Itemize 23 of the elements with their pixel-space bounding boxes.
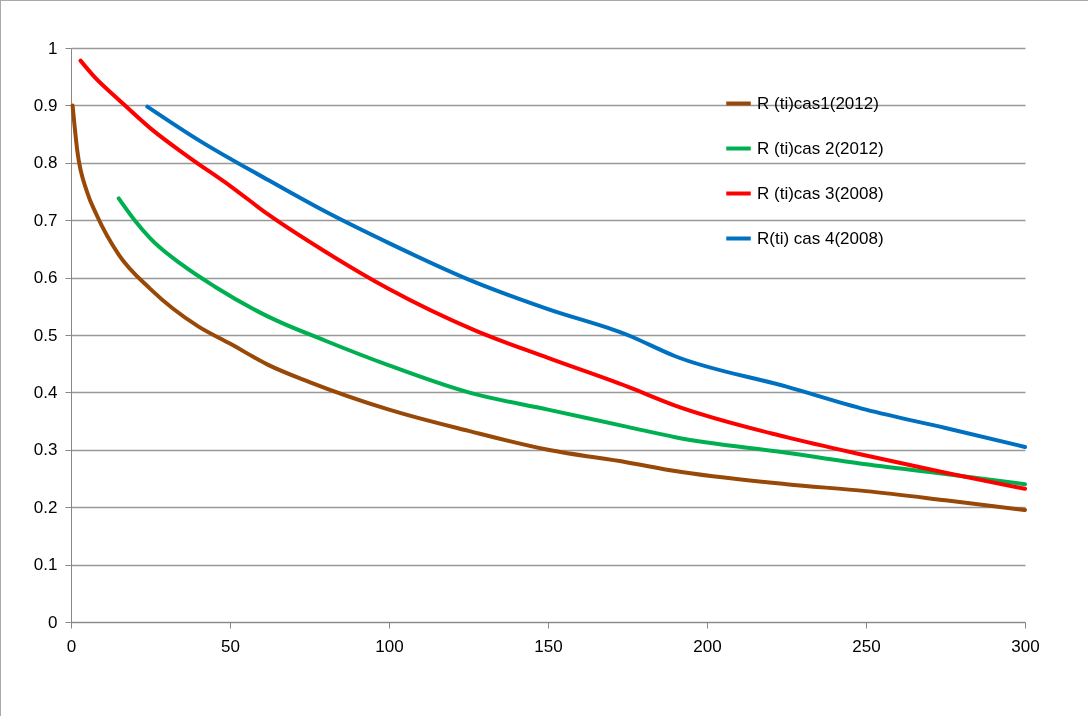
- y-tick-label: 0.7: [33, 210, 58, 230]
- x-tick-label: 50: [221, 636, 240, 656]
- x-tick-label: 300: [1011, 636, 1040, 656]
- line-series: [78, 58, 1027, 491]
- y-tick-label: 0.6: [33, 268, 58, 288]
- x-tick-label: 250: [852, 636, 881, 656]
- y-tick-label: 0: [48, 612, 58, 632]
- x-tick-label: 0: [66, 636, 77, 656]
- x-tick-label: 100: [375, 636, 404, 656]
- y-tick-label: 0.1: [33, 555, 58, 575]
- x-tick-label: 150: [534, 636, 563, 656]
- x-tick-label: 200: [693, 636, 722, 656]
- y-tick-label: 0.3: [33, 440, 58, 460]
- y-tick-label: 1: [48, 38, 58, 58]
- legend-label: R (ti)cas 2(2012): [757, 138, 884, 158]
- legend-label: R (ti)cas1(2012): [757, 93, 879, 113]
- legend-label: R (ti)cas 3(2008): [757, 183, 884, 203]
- y-tick-label: 0.8: [33, 153, 58, 173]
- legend-label: R(ti) cas 4(2008): [757, 228, 884, 248]
- y-tick-label: 0.2: [33, 497, 58, 517]
- y-tick-label: 0.9: [33, 95, 58, 115]
- y-tick-label: 0.4: [33, 382, 58, 402]
- y-tick-label: 0.5: [33, 325, 58, 345]
